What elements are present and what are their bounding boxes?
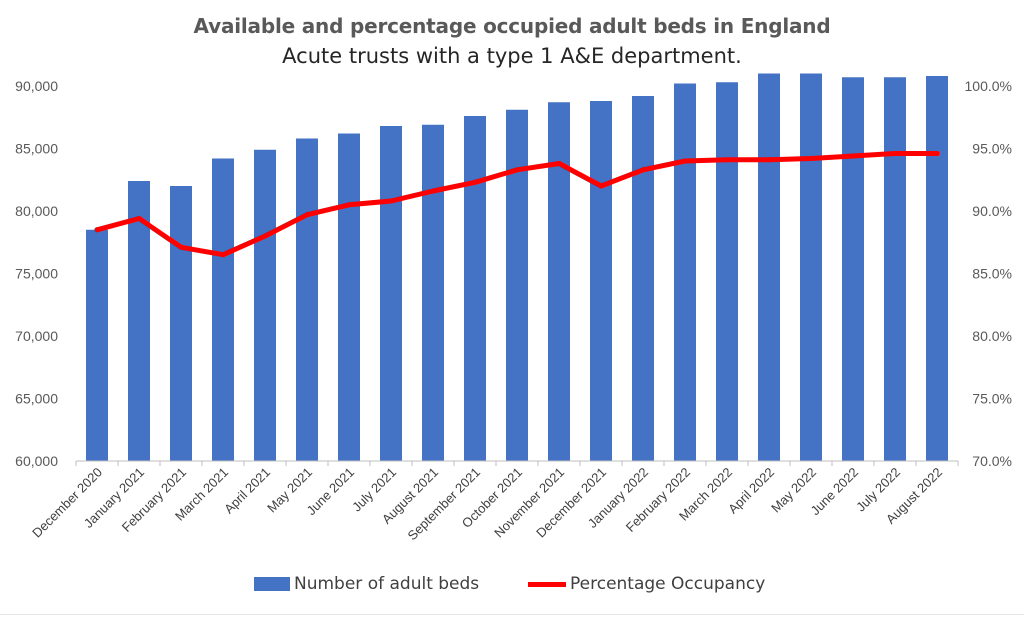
- legend: Number of adult beds Percentage Occupanc…: [0, 574, 1024, 600]
- occupancy-point: [304, 212, 310, 218]
- occupancy-point: [430, 188, 436, 194]
- x-axis-tick-label: April 2021: [221, 465, 273, 517]
- occupancy-point: [472, 179, 478, 185]
- occupancy-point: [262, 233, 268, 239]
- occupancy-point: [220, 252, 226, 258]
- bar: [548, 102, 570, 461]
- occupancy-point: [178, 244, 184, 250]
- bar: [506, 109, 528, 461]
- bar: [254, 149, 276, 461]
- bar: [212, 158, 234, 461]
- bar: [338, 133, 360, 461]
- left-axis-tick-label: 75,000: [15, 266, 58, 282]
- chart-subtitle: Acute trusts with a type 1 A&E departmen…: [282, 44, 742, 68]
- legend-swatch-occupancy: [528, 581, 566, 587]
- x-axis-tick-label: December 2020: [29, 465, 105, 541]
- bar: [590, 101, 612, 461]
- occupancy-point: [346, 202, 352, 208]
- occupancy-point: [514, 167, 520, 173]
- left-axis: 60,000 65,000 70,000 75,000 80,000 85,000 90,0…: [15, 78, 58, 469]
- legend-label-occupancy: Percentage Occupancy: [570, 574, 766, 594]
- bar: [128, 181, 150, 461]
- legend-item-beds: Number of adult beds: [254, 574, 479, 594]
- bar: [884, 77, 906, 461]
- bar: [380, 126, 402, 461]
- occupancy-point: [934, 151, 940, 156]
- bar: [716, 82, 738, 461]
- right-axis: 70.0% 75.0% 80.0% 85.0% 90.0% 95.0% 100.0%: [965, 78, 1012, 469]
- occupancy-point: [388, 198, 394, 204]
- legend-label-beds: Number of adult beds: [294, 574, 480, 594]
- bar: [296, 138, 318, 461]
- legend-item-occupancy: Percentage Occupancy: [528, 574, 765, 594]
- left-axis-tick-label: 70,000: [15, 328, 58, 344]
- occupancy-point: [724, 157, 730, 163]
- occupancy-point: [766, 157, 772, 163]
- bottom-divider: [0, 614, 1024, 615]
- bar: [422, 124, 444, 461]
- bar-series: [86, 73, 948, 461]
- x-axis-tick-label: April 2022: [725, 465, 777, 517]
- line-series: [94, 151, 940, 258]
- chart-title: Available and percentage occupied adult …: [193, 14, 831, 38]
- left-axis-tick-label: 90,000: [15, 78, 58, 94]
- right-axis-tick-label: 70.0%: [972, 453, 1012, 469]
- bar: [800, 73, 822, 461]
- bar: [86, 229, 108, 461]
- occupancy-point: [640, 167, 646, 173]
- bar: [632, 96, 654, 461]
- right-axis-tick-label: 75.0%: [972, 391, 1012, 407]
- left-axis-tick-label: 60,000: [15, 453, 58, 469]
- bar: [842, 77, 864, 461]
- right-axis-tick-label: 80.0%: [972, 328, 1012, 344]
- occupancy-point: [94, 227, 100, 233]
- left-axis-tick-label: 80,000: [15, 203, 58, 219]
- right-axis-tick-label: 85.0%: [972, 266, 1012, 282]
- occupancy-point: [892, 151, 898, 156]
- legend-swatch-beds: [254, 577, 290, 591]
- bar: [758, 73, 780, 461]
- bar: [464, 116, 486, 461]
- bar: [674, 83, 696, 461]
- occupancy-point: [556, 161, 562, 166]
- occupancy-point: [682, 158, 688, 164]
- bar: [926, 76, 948, 461]
- occupancy-point: [136, 216, 142, 221]
- right-axis-tick-label: 90.0%: [972, 203, 1012, 219]
- bar: [170, 186, 192, 461]
- occupancy-point: [598, 183, 604, 189]
- right-axis-tick-label: 95.0%: [972, 141, 1012, 157]
- left-axis-tick-label: 85,000: [15, 141, 58, 157]
- right-axis-tick-label: 100.0%: [965, 78, 1012, 94]
- x-axis-tick-label: September 2021: [405, 465, 484, 544]
- occupancy-point: [850, 153, 856, 159]
- occupancy-point: [808, 156, 814, 161]
- left-axis-tick-label: 65,000: [15, 391, 58, 407]
